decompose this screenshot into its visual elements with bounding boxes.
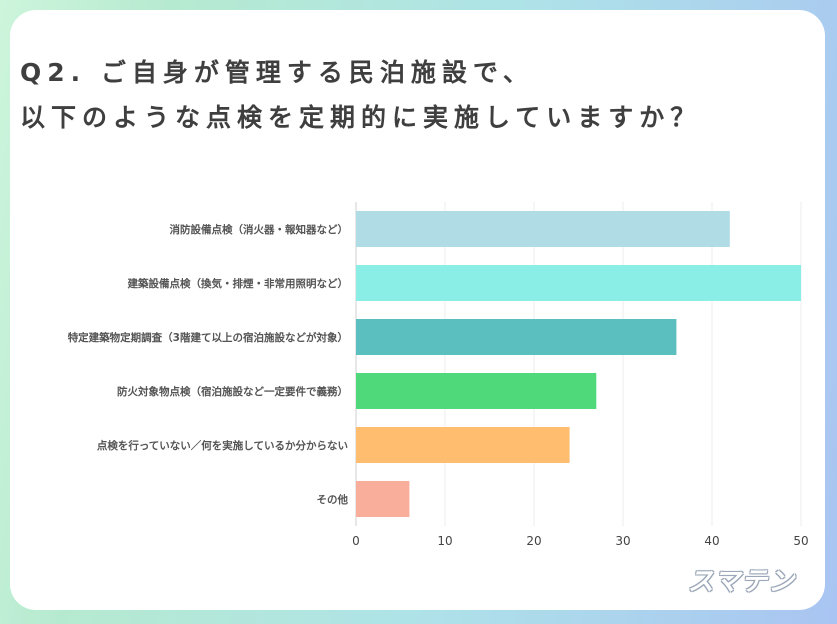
category-labels: 消防設備点検（消火器・報知器など） 建築設備点検（換気・排煙・非常用照明など） 特定… [68,223,349,506]
title-line-2: 以下のような点検を定期的に実施していますか？ [20,103,702,132]
category-label: 点検を行っていない／何を実施しているか分からない [97,439,348,452]
bar [356,211,730,247]
chart-card [10,10,825,610]
x-tick-label: 30 [615,534,630,548]
chart-title: Q2. ご自身が管理する民泊施設で、 以下のような点検を定期的に実施していますか… [20,50,810,140]
x-tick-label: 50 [793,534,808,548]
bar [356,427,570,463]
category-label: 特定建築物定期調査（3階建て以上の宿泊施設などが対象） [68,331,348,344]
category-label: 建築設備点検（換気・排煙・非常用照明など） [127,277,349,290]
category-label: その他 [317,493,349,506]
category-label: 防火対象物点検（宿泊施設など一定要件で義務） [117,385,348,398]
x-tick-label: 40 [704,534,719,548]
grid-lines [355,202,802,526]
bar [356,319,677,355]
bar [356,373,597,409]
x-axis-tick-labels: 0 10 20 30 40 50 [352,534,808,548]
category-label: 消防設備点検（消火器・報知器など） [170,223,349,236]
bar [356,265,801,301]
x-tick-label: 0 [352,534,360,548]
x-tick-label: 20 [526,534,541,548]
bars [356,211,801,517]
bar [356,481,410,517]
title-line-1: Q2. ご自身が管理する民泊施設で、 [20,58,534,87]
x-tick-label: 10 [437,534,452,548]
brand-logo: スマテン [687,567,795,597]
